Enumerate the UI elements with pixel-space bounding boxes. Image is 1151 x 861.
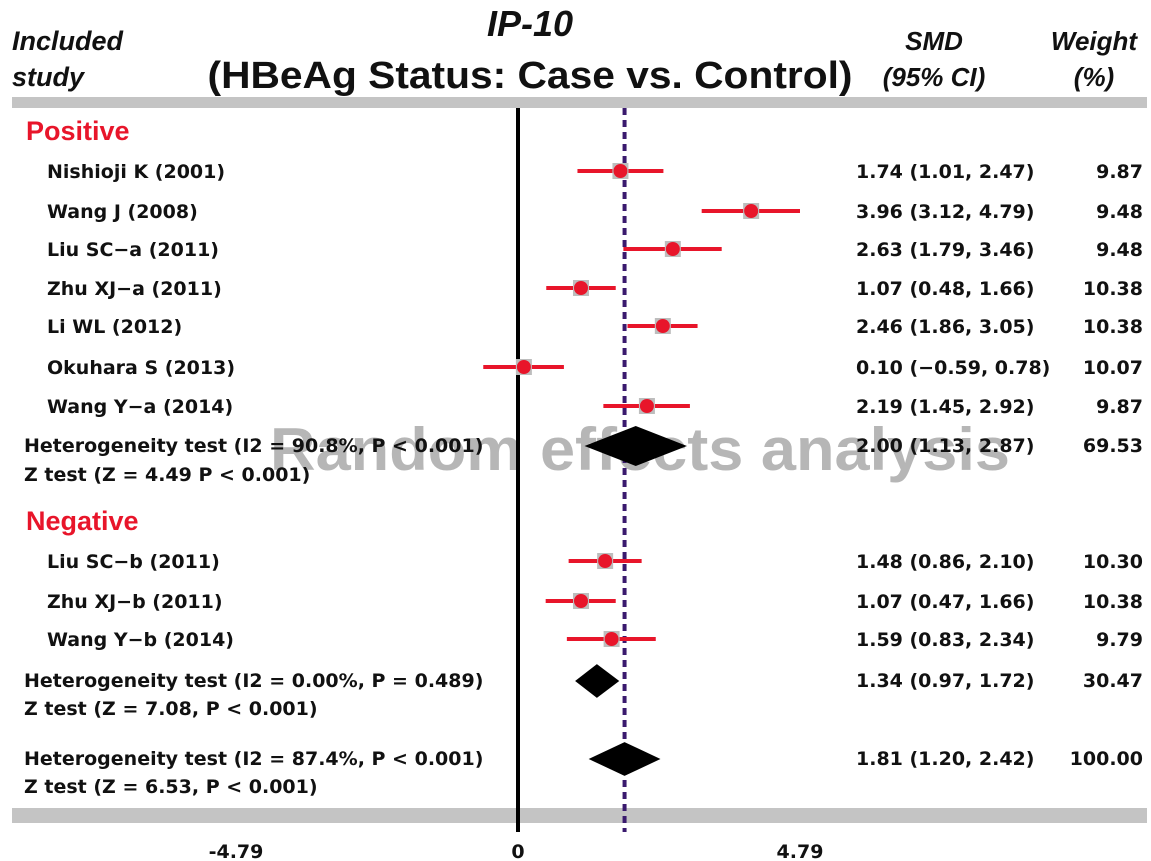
axis-band bbox=[12, 808, 1147, 823]
header-smd-line1: SMD bbox=[905, 26, 963, 56]
header-weight-line1: Weight bbox=[1051, 26, 1139, 56]
study-ci: 1.74 (1.01, 2.47) bbox=[856, 161, 1034, 183]
study-ci: 1.07 (0.47, 1.66) bbox=[856, 591, 1034, 613]
study-label: Liu SC−a (2011) bbox=[47, 239, 219, 261]
study-point-estimate bbox=[574, 594, 588, 608]
study-weight: 10.38 bbox=[1083, 316, 1143, 338]
study-label: Nishioji K (2001) bbox=[47, 161, 225, 183]
study-point-estimate bbox=[605, 632, 619, 646]
study-label: Liu SC−b (2011) bbox=[47, 551, 220, 573]
summary-weight-negative: 30.47 bbox=[1083, 670, 1143, 692]
study-point-estimate bbox=[517, 360, 531, 374]
study-label: Wang Y−b (2014) bbox=[47, 629, 234, 651]
summary-ci-overall: 1.81 (1.20, 2.42) bbox=[856, 748, 1034, 770]
study-weight: 9.87 bbox=[1096, 396, 1143, 418]
study-weight: 9.79 bbox=[1096, 629, 1143, 651]
study-weight: 10.38 bbox=[1083, 278, 1143, 300]
study-ci: 1.48 (0.86, 2.10) bbox=[856, 551, 1034, 573]
heterogeneity-test-overall: Heterogeneity test (I2 = 87.4%, P < 0.00… bbox=[24, 748, 483, 770]
study-ci: 2.63 (1.79, 3.46) bbox=[856, 239, 1034, 261]
chart-title: IP-10 bbox=[487, 3, 573, 44]
header-study-line1: Included bbox=[12, 26, 124, 56]
header-smd-line2: (95% CI) bbox=[883, 62, 986, 92]
study-point-estimate bbox=[656, 319, 670, 333]
z-test-positive: Z test (Z = 4.49 P < 0.001) bbox=[24, 464, 310, 486]
x-tick-label: 4.79 bbox=[777, 841, 824, 861]
x-tick-label: 0 bbox=[511, 841, 524, 861]
z-test-negative: Z test (Z = 7.08, P < 0.001) bbox=[24, 698, 318, 720]
study-label: Zhu XJ−a (2011) bbox=[47, 278, 222, 300]
study-ci: 2.19 (1.45, 2.92) bbox=[856, 396, 1034, 418]
study-label: Wang J (2008) bbox=[47, 201, 198, 223]
z-test-overall: Z test (Z = 6.53, P < 0.001) bbox=[24, 776, 318, 798]
chart-subtitle: (HBeAg Status: Case vs. Control) bbox=[208, 55, 853, 97]
study-point-estimate bbox=[640, 399, 654, 413]
study-point-estimate bbox=[613, 164, 627, 178]
section-label-positive: Positive bbox=[26, 116, 130, 146]
summary-weight-positive: 69.53 bbox=[1083, 435, 1143, 457]
study-point-estimate bbox=[574, 281, 588, 295]
header-weight-line2: (%) bbox=[1074, 62, 1114, 92]
study-ci: 1.59 (0.83, 2.34) bbox=[856, 629, 1034, 651]
summary-ci-negative: 1.34 (0.97, 1.72) bbox=[856, 670, 1034, 692]
summary-weight-overall: 100.00 bbox=[1070, 748, 1143, 770]
header-study-line2: study bbox=[12, 62, 86, 92]
x-tick-label: -4.79 bbox=[209, 841, 264, 861]
study-label: Wang Y−a (2014) bbox=[47, 396, 233, 418]
study-label: Zhu XJ−b (2011) bbox=[47, 591, 223, 613]
study-label: Okuhara S (2013) bbox=[47, 357, 235, 379]
study-ci: 2.46 (1.86, 3.05) bbox=[856, 316, 1034, 338]
study-ci: 1.07 (0.48, 1.66) bbox=[856, 278, 1034, 300]
study-point-estimate bbox=[744, 204, 758, 218]
study-weight: 10.07 bbox=[1083, 357, 1143, 379]
study-ci: 0.10 (−0.59, 0.78) bbox=[856, 357, 1050, 379]
study-weight: 9.48 bbox=[1096, 239, 1143, 261]
summary-diamond bbox=[575, 664, 619, 698]
study-point-estimate bbox=[666, 242, 680, 256]
study-weight: 10.30 bbox=[1083, 551, 1143, 573]
overall-summary-diamond bbox=[589, 742, 661, 776]
section-label-negative: Negative bbox=[26, 506, 139, 536]
study-weight: 9.48 bbox=[1096, 201, 1143, 223]
heterogeneity-test-negative: Heterogeneity test (I2 = 0.00%, P = 0.48… bbox=[24, 670, 483, 692]
study-point-estimate bbox=[598, 554, 612, 568]
study-weight: 10.38 bbox=[1083, 591, 1143, 613]
summary-ci-positive: 2.00 (1.13, 2.87) bbox=[856, 435, 1034, 457]
heterogeneity-test-positive: Heterogeneity test (I2 = 90.8%, P < 0.00… bbox=[24, 435, 483, 457]
header-band bbox=[12, 97, 1147, 108]
study-weight: 9.87 bbox=[1096, 161, 1143, 183]
study-ci: 3.96 (3.12, 4.79) bbox=[856, 201, 1034, 223]
study-label: Li WL (2012) bbox=[47, 316, 182, 338]
